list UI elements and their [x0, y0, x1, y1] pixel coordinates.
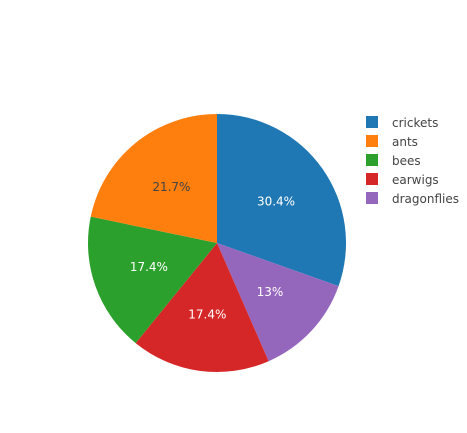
slice-label-dragonflies: 13%: [257, 285, 284, 299]
legend-label-crickets: crickets: [392, 116, 438, 130]
pie-slices: [88, 114, 346, 373]
legend-swatch-ants: [366, 135, 378, 147]
slice-label-earwigs: 17.4%: [188, 308, 226, 322]
legend-item-dragonflies[interactable]: dragonflies: [366, 192, 459, 206]
slice-label-crickets: 30.4%: [257, 194, 295, 208]
slice-label-bees: 17.4%: [130, 260, 168, 274]
legend-label-ants: ants: [392, 135, 418, 149]
legend-label-earwigs: earwigs: [392, 173, 439, 187]
legend-item-earwigs[interactable]: earwigs: [366, 173, 439, 187]
legend-swatch-dragonflies: [366, 192, 378, 204]
legend-item-crickets[interactable]: crickets: [366, 116, 438, 130]
legend-swatch-crickets: [366, 116, 378, 128]
legend[interactable]: crickets ants bees earwigs dragonflies: [366, 116, 459, 206]
legend-swatch-earwigs: [366, 173, 378, 185]
legend-item-ants[interactable]: ants: [366, 135, 418, 149]
pie-slice-bees[interactable]: [88, 216, 217, 344]
legend-item-bees[interactable]: bees: [366, 154, 421, 168]
slice-label-ants: 21.7%: [152, 180, 190, 194]
legend-label-bees: bees: [392, 154, 421, 168]
pie-slice-dragonflies[interactable]: [217, 243, 339, 362]
pie-slice-ants[interactable]: [90, 114, 217, 243]
legend-label-dragonflies: dragonflies: [392, 192, 459, 206]
pie-slice-earwigs[interactable]: [135, 243, 269, 373]
legend-swatch-bees: [366, 154, 378, 166]
pie-slice-crickets[interactable]: [217, 114, 346, 287]
slice-labels: 30.4% 13% 17.4% 17.4% 21.7%: [130, 180, 295, 322]
